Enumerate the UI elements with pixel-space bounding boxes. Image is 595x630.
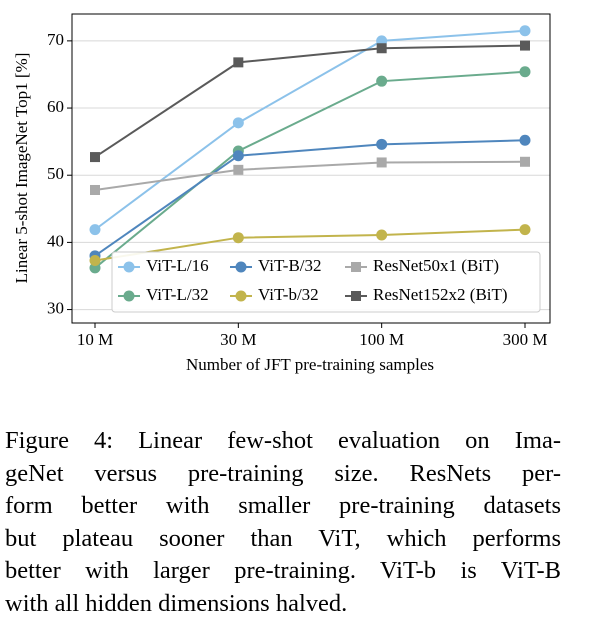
caption-line: form better with smaller pre-training da… [5,492,561,519]
y-tick-label: 70 [47,30,64,49]
legend-label: ResNet152x2 (BiT) [373,285,508,304]
y-tick-label: 40 [47,231,64,250]
marker [519,66,531,78]
marker [232,150,244,162]
marker [232,117,244,129]
legend-label: ResNet50x1 (BiT) [373,256,499,275]
marker [235,261,247,273]
marker [519,25,531,37]
marker [233,57,244,68]
marker [89,224,101,236]
marker [376,138,388,150]
marker [90,184,100,195]
marker [519,224,531,236]
marker [519,134,531,146]
marker [233,164,244,175]
legend-box [111,251,541,313]
x-tick-label: 30 M [220,330,256,349]
legend: ViT-L/16 ViT-L/32 ViT-B/32 ViT-b/32 ResNet50… [111,251,541,313]
series-line [94,139,526,257]
legend-label: ViT-b/32 [258,285,319,304]
legend-label: ViT-B/32 [258,256,322,275]
marker [232,232,244,244]
caption-line: geNet versus pre-training size. ResNets … [5,459,561,487]
legend-label: ViT-L/16 [146,256,209,275]
series-line [94,70,526,269]
caption-line: Figure 4: Linear few-shot evaluation on … [5,427,561,454]
caption-line: with all hidden dimensions halved. [5,589,348,617]
marker [376,157,387,168]
series-line [94,228,526,262]
marker [123,290,135,302]
marker [89,255,101,267]
series-line [94,29,526,231]
caption-line: but plateau sooner than ViT, which perfo… [5,524,561,552]
y-axis-label: Linear 5-shot ImageNet Top1 [%] [12,53,31,284]
caption: Figure 4: Linear few-shot evaluation on … [5,425,561,620]
y-tick-label: 50 [47,164,64,183]
plot-frame [71,13,551,324]
x-tick-label: 100 M [359,330,404,349]
marker [376,43,387,54]
y-tick-label: 60 [47,97,64,116]
marker [123,261,135,273]
marker [376,75,388,87]
legend-label: ViT-L/32 [146,285,209,304]
y-tick-label: 30 [47,298,64,317]
marker [351,262,361,272]
series-line [94,160,526,191]
x-tick-label: 300 M [503,330,548,349]
chart: Number of JFT pre-training samples Linea… [12,13,551,374]
x-axis-label: Number of JFT pre-training samples [186,355,434,374]
marker [235,290,247,302]
marker [520,40,530,51]
marker [376,229,388,241]
marker [351,291,361,301]
marker [90,152,100,163]
series-line [94,44,526,158]
x-tick-label: 10 M [77,330,113,349]
caption-line: better with larger pre-training. ViT-b i… [5,557,561,584]
marker [520,156,530,167]
